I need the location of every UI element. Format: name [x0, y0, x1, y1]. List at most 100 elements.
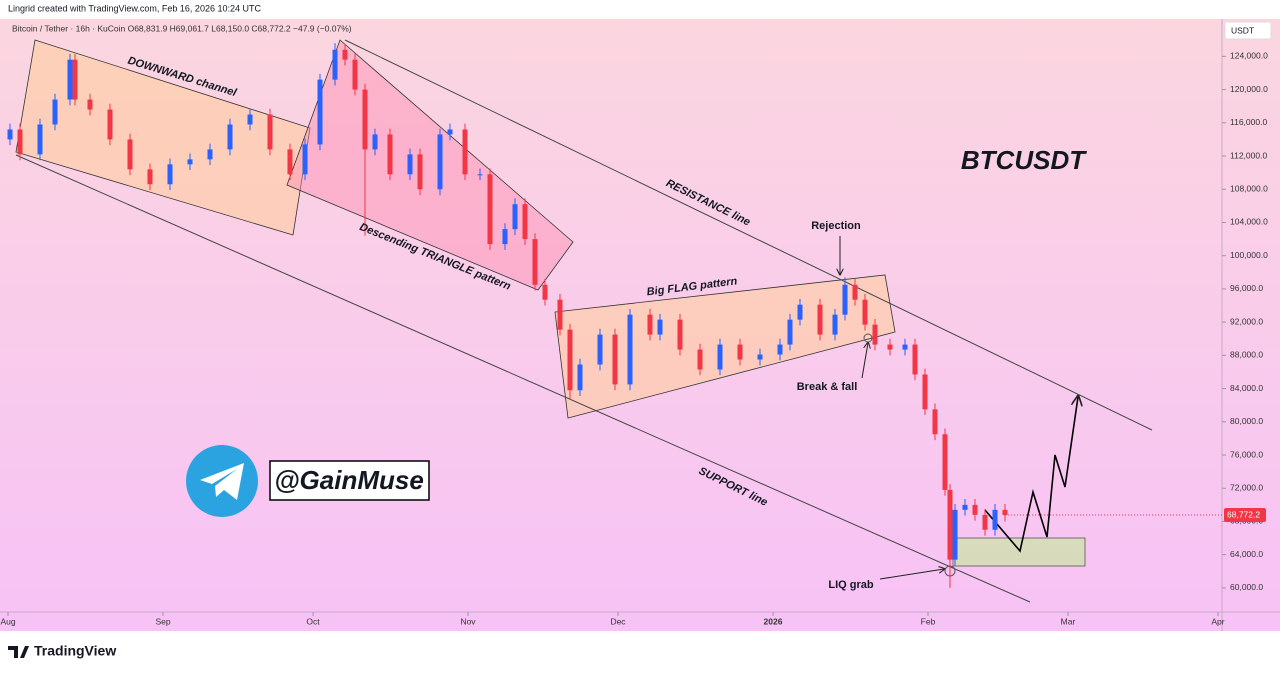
candle-body — [127, 139, 133, 170]
candle-body — [17, 129, 23, 155]
y-tick-label: 64,000.0 — [1230, 549, 1263, 559]
candle-body — [982, 514, 988, 530]
y-tick-label: 112,000.0 — [1230, 150, 1267, 160]
x-tick-label: Aug — [0, 616, 15, 626]
candle-body — [227, 124, 233, 150]
annotation: Break & fall — [797, 381, 858, 393]
last-price-box — [1224, 508, 1266, 523]
y-tick-label: 76,000.0 — [1230, 449, 1263, 459]
candle-body — [522, 204, 528, 240]
candle-body — [912, 344, 918, 375]
liq-arrow — [879, 569, 944, 580]
candle-body — [992, 509, 998, 530]
watermark: @GainMuse — [274, 465, 424, 495]
candle-body — [612, 334, 618, 385]
candle-body — [342, 49, 348, 60]
y-tick-label: 72,000.0 — [1230, 483, 1263, 493]
target-zone — [952, 537, 1086, 567]
support-line — [15, 154, 1031, 603]
x-tick-label: 2026 — [764, 616, 783, 626]
candle-body — [167, 164, 173, 185]
candle-body — [72, 59, 78, 100]
candle-body — [512, 204, 518, 230]
x-tick-label: Apr — [1211, 616, 1224, 626]
credit: Lingrid created with TradingView.com, Fe… — [8, 3, 261, 13]
y-tick-label: 60,000.0 — [1230, 582, 1263, 592]
y-tick-label: 84,000.0 — [1230, 383, 1263, 393]
candle-body — [887, 344, 893, 350]
candle-body — [287, 149, 293, 175]
y-tick-label: 88,000.0 — [1230, 350, 1263, 360]
candle-body — [207, 149, 213, 160]
annotation: Rejection — [811, 220, 861, 232]
downward-channel — [15, 39, 311, 236]
candle-body — [972, 504, 978, 515]
projection-path — [984, 397, 1078, 553]
x-tick-label: Nov — [460, 616, 476, 626]
unit-label: USDT — [1231, 25, 1254, 35]
brand-mark — [8, 646, 29, 658]
y-tick-label: 108,000.0 — [1230, 184, 1268, 194]
candle-body — [697, 349, 703, 370]
candle-body — [832, 314, 838, 335]
x-tick-label: Mar — [1061, 616, 1076, 626]
candle-body — [67, 59, 73, 100]
candle-body — [862, 299, 868, 325]
candle-body — [532, 239, 538, 285]
candle-body — [757, 354, 763, 360]
candle-body — [477, 174, 483, 176]
candle-body — [817, 304, 823, 335]
candle-body — [387, 134, 393, 175]
candle-body — [852, 284, 858, 300]
y-tick-label: 120,000.0 — [1230, 84, 1268, 94]
candle-body — [502, 229, 508, 245]
candle-body — [317, 79, 323, 145]
candle-body — [107, 109, 113, 140]
candle-body — [657, 319, 663, 335]
candle-body — [417, 154, 423, 190]
candle-body — [247, 114, 253, 125]
y-tick-label: 80,000.0 — [1230, 416, 1263, 426]
candle-body — [557, 299, 563, 330]
x-tick-label: Dec — [610, 616, 626, 626]
candle-body — [267, 114, 273, 150]
candle-body — [1002, 509, 1008, 516]
candle-body — [922, 374, 928, 410]
candle-body — [737, 344, 743, 360]
unit-box — [1224, 21, 1272, 40]
candle-body — [872, 324, 878, 345]
y-tick-label: 92,000.0 — [1230, 316, 1263, 326]
brand-logo: TradingView — [8, 643, 116, 659]
candle-body — [932, 409, 938, 435]
telegram-icon — [186, 445, 258, 517]
watermark-box — [269, 460, 430, 501]
candle-body — [52, 99, 58, 125]
symbol-info: Bitcoin / Tether · 16h · KuCoin O68,831.… — [12, 23, 352, 33]
candle-body — [487, 174, 493, 245]
candle-body — [777, 344, 783, 355]
candle-body — [407, 154, 413, 175]
break-arrow — [861, 343, 868, 379]
candle-body — [187, 159, 193, 165]
candle-body — [302, 144, 308, 175]
candle-body — [627, 314, 633, 385]
candle-body — [372, 134, 378, 150]
candle-body — [87, 99, 93, 110]
y-tick-label: 124,000.0 — [1230, 51, 1268, 61]
annotation: LIQ grab — [828, 579, 874, 591]
flag — [554, 274, 896, 419]
telegram-plane — [200, 463, 244, 500]
candle-body — [7, 129, 13, 140]
candle-body — [842, 284, 848, 315]
candle-body — [647, 314, 653, 335]
candle-body — [437, 134, 443, 190]
candle-body — [447, 129, 453, 135]
candle-body — [567, 329, 573, 391]
drawings — [15, 39, 1153, 603]
x-tick-label: Feb — [921, 616, 936, 626]
brand: TradingView — [34, 643, 116, 659]
candle-body — [942, 434, 948, 490]
candle-body — [542, 284, 548, 300]
break-circle — [863, 333, 873, 343]
